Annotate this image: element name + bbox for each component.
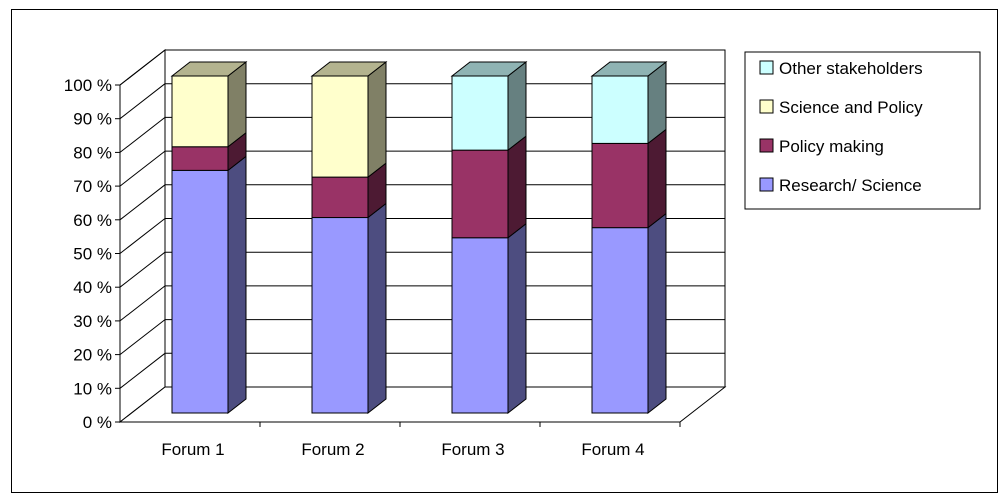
bar-research-science-forum-2 (311, 217, 369, 414)
bar-policy-making-forum-1 (171, 146, 229, 171)
bar-research-science-forum-1 (171, 169, 229, 414)
x-tick-label: Forum 2 (301, 440, 364, 459)
bar-side (507, 60, 527, 152)
y-tick-label: 10 % (73, 379, 112, 398)
gridline-side (119, 184, 166, 221)
bar-side (647, 128, 667, 229)
gridline-side (119, 319, 166, 355)
gridline-side (119, 83, 166, 120)
bar-side (227, 60, 247, 148)
legend-swatch (759, 99, 774, 114)
bar-policy-making-forum-3 (451, 149, 509, 239)
y-tick-label: 80 % (73, 143, 112, 162)
x-tick-label: Forum 3 (441, 440, 504, 459)
bar-top (590, 61, 668, 77)
bar-side (367, 60, 387, 179)
legend-label: Research/ Science (779, 176, 922, 195)
bar-research-science-forum-3 (451, 237, 509, 414)
bar-science-and-policy-forum-1 (171, 75, 229, 148)
bar-top (170, 61, 248, 77)
y-tick-label: 70 % (73, 177, 112, 196)
y-tick-label: 40 % (73, 278, 112, 297)
gridline-side (119, 49, 166, 86)
legend (744, 51, 981, 210)
bar-top (310, 61, 388, 77)
y-tick-label: 50 % (73, 245, 112, 264)
gridline-side (119, 285, 166, 322)
y-tick-label: 60 % (73, 211, 112, 230)
bar-other-stakeholders-forum-4 (591, 75, 649, 144)
legend-label: Science and Policy (779, 98, 923, 117)
y-tick-label: 100 % (64, 76, 112, 95)
y-tick-label: 90 % (73, 110, 112, 129)
y-tick-label: 0 % (83, 413, 112, 432)
x-tick-label: Forum 1 (161, 440, 224, 459)
legend-swatch (759, 60, 774, 75)
legend-label: Policy making (779, 137, 884, 156)
bar-side (507, 222, 527, 415)
bar-top (450, 61, 528, 77)
bar-side (647, 212, 667, 415)
gridline-side (119, 352, 166, 389)
bar-policy-making-forum-4 (591, 142, 649, 229)
legend-swatch (759, 138, 774, 153)
bar-other-stakeholders-forum-3 (451, 75, 509, 151)
gridline-side (119, 218, 166, 254)
bar-side (367, 202, 387, 415)
gridline-side (119, 150, 166, 187)
bar-policy-making-forum-2 (311, 176, 369, 219)
legend-label: Other stakeholders (779, 59, 923, 78)
bar-research-science-forum-4 (591, 227, 649, 414)
y-tick-label: 20 % (73, 346, 112, 365)
bar-science-and-policy-forum-2 (311, 75, 369, 178)
y-tick-label: 30 % (73, 312, 112, 331)
x-tick-label: Forum 4 (581, 440, 644, 459)
bar-side (227, 155, 247, 415)
bar-side (507, 135, 527, 239)
legend-swatch (759, 177, 774, 192)
gridline-side (119, 251, 166, 288)
gridline-side (119, 117, 166, 153)
